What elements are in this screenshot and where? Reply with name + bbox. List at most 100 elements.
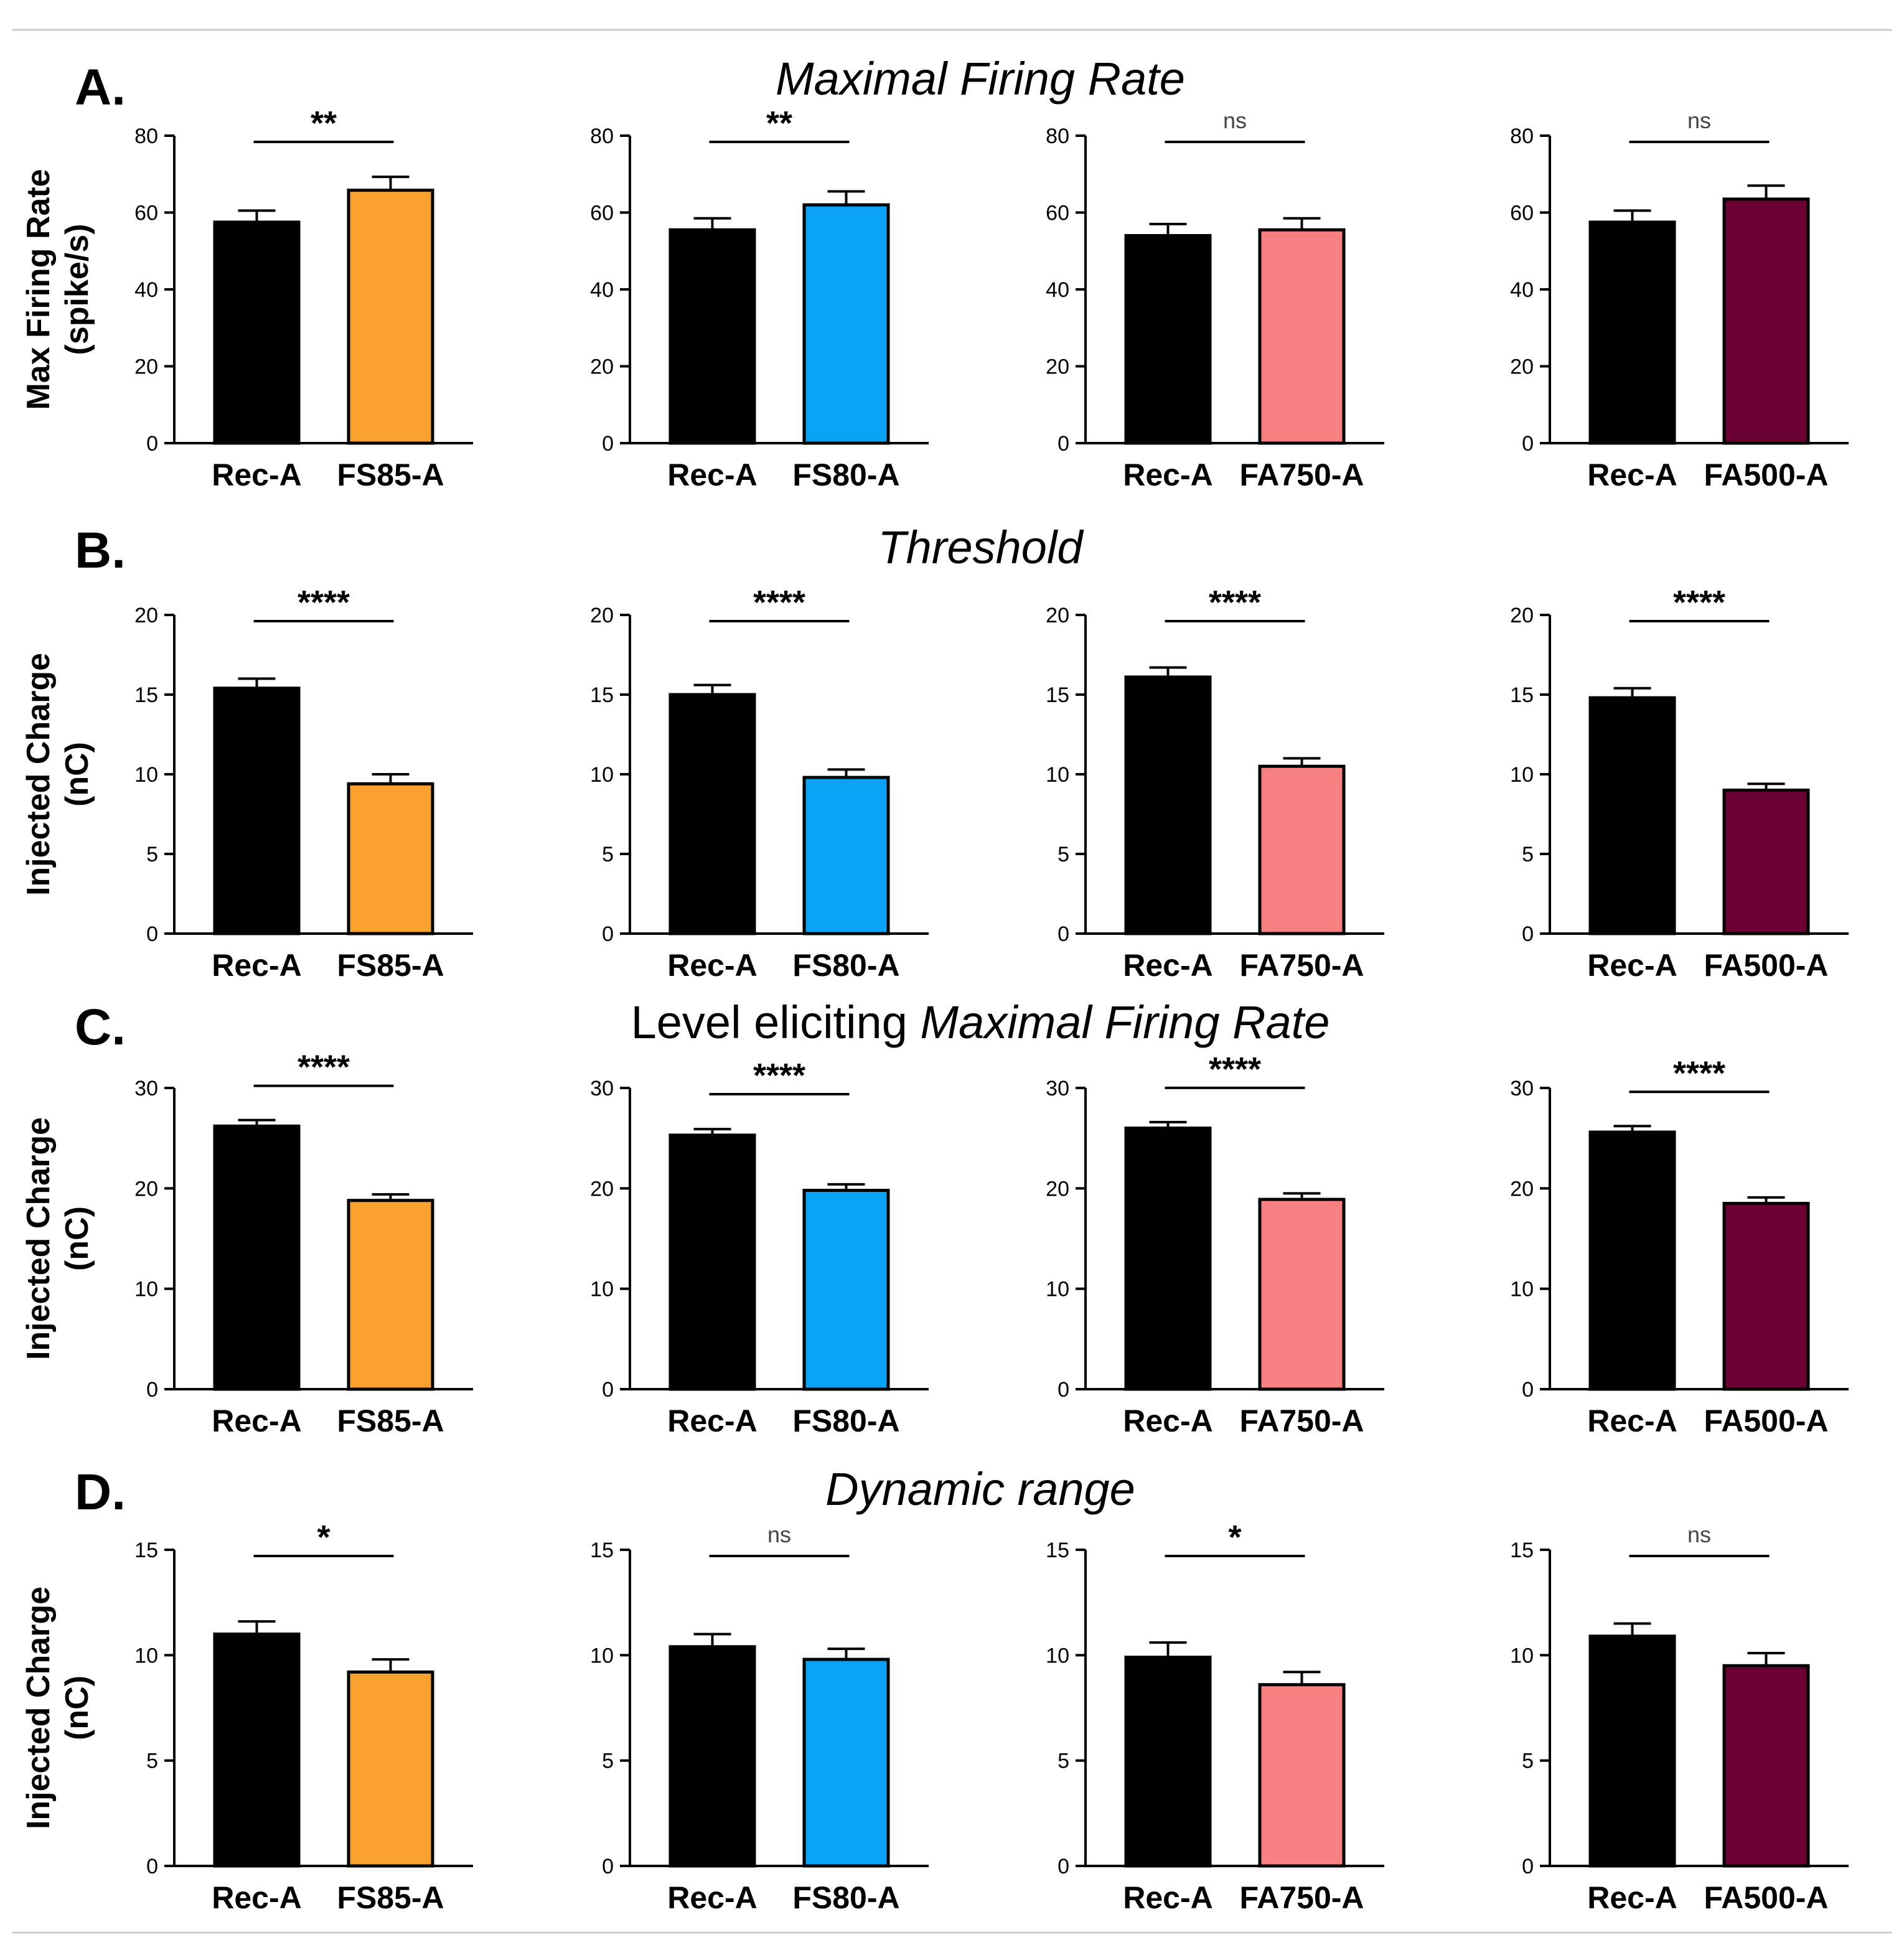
x-tick-label: Rec-A <box>212 1880 301 1915</box>
bar-chart: 0 20 40 60 80 Rec-A FS85-A ** <box>134 105 473 492</box>
bar <box>1588 1130 1676 1391</box>
significance-label: ns <box>767 1522 791 1547</box>
x-tick-label: Rec-A <box>1587 457 1677 492</box>
significance-label: **** <box>298 584 350 621</box>
y-tick-label: 80 <box>134 124 158 148</box>
x-tick-label: Rec-A <box>1587 948 1677 983</box>
x-tick-label: Rec-A <box>1123 1880 1212 1915</box>
bar <box>1258 764 1346 935</box>
y-tick-label: 5 <box>1522 843 1534 866</box>
y-tick-label: 60 <box>1046 202 1069 225</box>
y-tick-label: 20 <box>590 604 614 627</box>
x-tick-label: FS80-A <box>792 457 899 492</box>
y-tick-label: 0 <box>146 432 158 456</box>
bar-chart: 0 10 20 30 Rec-A FA500-A **** <box>1510 1054 1849 1438</box>
y-axis-label-line: (spike/s) <box>59 224 95 355</box>
bar <box>213 1632 301 1868</box>
y-tick-label: 10 <box>1510 1278 1534 1301</box>
x-tick-label: FS85-A <box>337 1880 444 1915</box>
bar <box>802 1189 890 1391</box>
y-tick-label: 0 <box>1058 1855 1069 1878</box>
bar <box>668 693 756 935</box>
y-tick-label: 80 <box>1046 124 1069 148</box>
bar <box>1722 1202 1810 1391</box>
row-title: Dynamic range <box>825 1463 1135 1515</box>
y-tick-label: 10 <box>1510 763 1534 787</box>
y-tick-label: 0 <box>146 922 158 946</box>
panel-label: C. <box>75 999 126 1056</box>
y-axis-label: Max Firing Rate(spike/s) <box>21 169 95 410</box>
y-axis-label-line: (nC) <box>59 742 95 807</box>
y-tick-label: 15 <box>590 1539 614 1562</box>
bar <box>1258 1683 1346 1868</box>
y-axis-label-line: Injected Charge <box>21 1586 57 1829</box>
row-title: Level eliciting Maximal Firing Rate <box>631 996 1330 1048</box>
y-tick-label: 20 <box>1046 355 1069 379</box>
x-tick-label: Rec-A <box>667 457 757 492</box>
row-title: Threshold <box>878 522 1084 573</box>
y-tick-label: 20 <box>1510 604 1534 627</box>
y-tick-label: 40 <box>1510 278 1534 302</box>
bar <box>347 1670 434 1868</box>
x-tick-label: FS80-A <box>792 1404 899 1438</box>
bar <box>1258 228 1346 445</box>
y-axis-label-line: (nC) <box>59 1676 95 1740</box>
x-tick-label: FA500-A <box>1704 1404 1828 1438</box>
y-tick-label: 20 <box>590 1177 614 1201</box>
x-tick-label: FA750-A <box>1239 1404 1364 1438</box>
x-tick-label: Rec-A <box>667 1880 757 1915</box>
row-title-italic: Maximal Firing Rate <box>920 996 1330 1048</box>
row-title-plain: Level eliciting <box>631 996 921 1048</box>
y-tick-label: 5 <box>1522 1750 1534 1773</box>
y-tick-label: 15 <box>1046 1539 1069 1562</box>
bar-chart: 0 5 10 15 20 Rec-A FS85-A **** <box>134 584 473 983</box>
x-tick-label: FA750-A <box>1239 948 1364 983</box>
y-tick-label: 15 <box>1510 683 1534 707</box>
y-tick-label: 0 <box>1058 922 1069 946</box>
y-tick-label: 40 <box>134 278 158 302</box>
significance-label: **** <box>1673 1054 1725 1092</box>
y-axis-label-line: (nC) <box>59 1206 95 1271</box>
y-tick-label: 15 <box>134 1539 158 1562</box>
row-title-italic: Threshold <box>878 522 1084 573</box>
y-tick-label: 5 <box>146 843 158 866</box>
bar <box>802 203 890 445</box>
x-tick-label: Rec-A <box>1587 1404 1677 1438</box>
bar-chart: 0 20 40 60 80 Rec-A FA500-A ns <box>1510 108 1849 492</box>
bar-chart: 0 10 20 30 Rec-A FA750-A **** <box>1046 1051 1384 1438</box>
bar-chart: 0 10 20 30 Rec-A FS80-A **** <box>590 1057 929 1438</box>
y-tick-label: 30 <box>134 1077 158 1100</box>
bar <box>213 220 301 445</box>
y-tick-label: 30 <box>1046 1077 1069 1100</box>
x-tick-label: Rec-A <box>1587 1880 1677 1915</box>
y-tick-label: 40 <box>1046 278 1069 302</box>
x-tick-label: Rec-A <box>667 948 757 983</box>
y-tick-label: 15 <box>134 683 158 707</box>
bar <box>347 782 434 935</box>
y-tick-label: 15 <box>1046 683 1069 707</box>
y-tick-label: 0 <box>1522 1378 1534 1402</box>
x-tick-label: FA500-A <box>1704 948 1828 983</box>
y-tick-label: 0 <box>146 1855 158 1878</box>
y-tick-label: 0 <box>146 1378 158 1402</box>
bar <box>802 1657 890 1868</box>
y-tick-label: 10 <box>1046 1278 1069 1301</box>
bar-chart: 0 5 10 15 20 Rec-A FA750-A **** <box>1046 584 1384 983</box>
y-tick-label: 20 <box>1046 604 1069 627</box>
row-title-italic: Dynamic range <box>825 1463 1135 1515</box>
bar-chart: 0 5 10 15 Rec-A FS85-A * <box>134 1519 473 1915</box>
y-axis-label: Injected Charge(nC) <box>21 1586 95 1829</box>
bar <box>668 228 756 445</box>
x-tick-label: FS80-A <box>792 1880 899 1915</box>
x-tick-label: FA750-A <box>1239 457 1364 492</box>
x-tick-label: FA500-A <box>1704 1880 1828 1915</box>
y-tick-label: 10 <box>590 763 614 787</box>
bar-chart: 0 10 20 30 Rec-A FS85-A **** <box>134 1049 473 1438</box>
y-tick-label: 30 <box>1510 1077 1534 1100</box>
x-tick-label: Rec-A <box>1123 457 1212 492</box>
bar <box>1722 1664 1810 1868</box>
y-tick-label: 0 <box>602 1378 614 1402</box>
bar <box>1588 1634 1676 1868</box>
y-tick-label: 15 <box>1510 1539 1534 1562</box>
x-tick-label: Rec-A <box>212 1404 301 1438</box>
